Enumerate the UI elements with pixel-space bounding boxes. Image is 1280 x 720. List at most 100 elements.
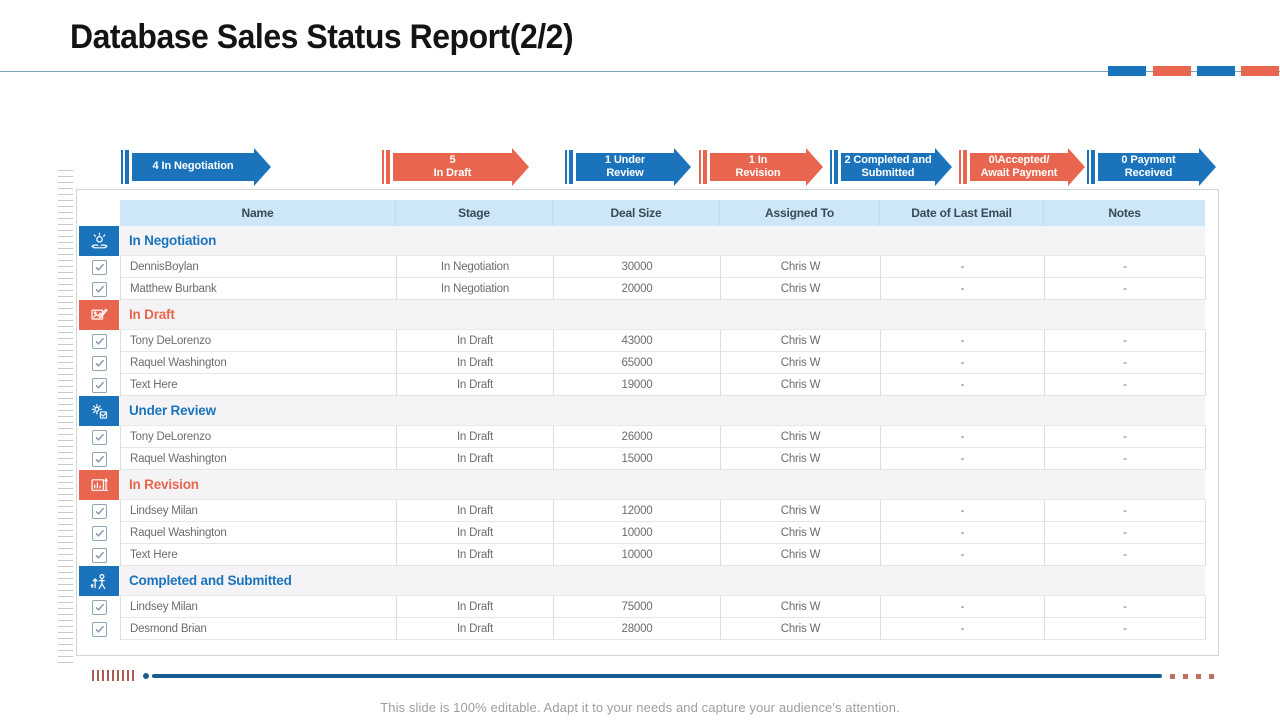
row-gutter [78, 426, 120, 448]
revision-board-icon [79, 470, 119, 500]
accent-bar [1108, 66, 1146, 76]
pipeline-stage: 4 In Negotiation [121, 148, 271, 186]
footer-dot [1209, 674, 1214, 679]
header-gutter [78, 200, 120, 226]
cell-assigned-to: Chris W [721, 544, 881, 566]
cell-notes: - [1045, 426, 1206, 448]
cell-date-of-last-email: - [881, 330, 1045, 352]
cell-notes: - [1045, 330, 1206, 352]
stage-body: 4 In Negotiation [132, 153, 254, 181]
pipeline-stage: 0\Accepted/ Await Payment [959, 148, 1085, 186]
row-cells: Lindsey Milan In Draft 12000 Chris W-- [120, 500, 1206, 522]
section-title: In Draft [129, 307, 175, 322]
checkbox-icon [91, 355, 107, 371]
table-row: Lindsey Milan In Draft 12000 Chris W-- [78, 500, 1206, 522]
row-gutter [78, 500, 120, 522]
notebook-ruling-decoration [58, 170, 73, 666]
cell-deal-size: 10000 [554, 522, 721, 544]
cell-stage: In Draft [397, 596, 554, 618]
cell-deal-size: 12000 [554, 500, 721, 522]
table-row: Raquel Washington In Draft 65000 Chris W-- [78, 352, 1206, 374]
footer-note: This slide is 100% editable. Adapt it to… [380, 700, 900, 715]
section-gutter [78, 470, 120, 500]
stage-body: 1 In Revision [710, 153, 806, 181]
stage-stripe [699, 150, 701, 184]
column-header-assigned-to: Assigned To [720, 200, 880, 226]
section-cells: In Revision [120, 470, 1205, 500]
checkbox-icon [91, 281, 107, 297]
arrow-head [674, 148, 691, 186]
cell-date-of-last-email: - [881, 426, 1045, 448]
checkbox-icon [91, 525, 107, 541]
stage-stripe [121, 150, 123, 184]
pipeline-stage: 1 In Revision [699, 148, 823, 186]
pipeline-stage: 5 In Draft [382, 148, 529, 186]
column-header-name: Name [120, 200, 396, 226]
checkbox-icon [91, 503, 107, 519]
stage-stripe [959, 150, 961, 184]
cell-notes: - [1045, 374, 1206, 396]
cell-name: Lindsey Milan [121, 500, 397, 522]
cell-assigned-to: Chris W [721, 374, 881, 396]
arrow-head [254, 148, 271, 186]
accent-bar [1153, 66, 1191, 76]
accent-bar [1197, 66, 1235, 76]
footer-dot [1170, 674, 1175, 679]
cell-date-of-last-email: - [881, 522, 1045, 544]
stage-stripe [703, 150, 707, 184]
cell-notes: - [1045, 448, 1206, 470]
table-row: Raquel Washington In Draft 10000 Chris W-- [78, 522, 1206, 544]
cell-deal-size: 19000 [554, 374, 721, 396]
cell-deal-size: 10000 [554, 544, 721, 566]
footer-dot [1183, 674, 1188, 679]
row-cells: Text Here In Draft 19000 Chris W-- [120, 374, 1206, 396]
cell-deal-size: 28000 [554, 618, 721, 640]
stage-body: 1 Under Review [576, 153, 674, 181]
cell-notes: - [1045, 618, 1206, 640]
pipeline: 4 In Negotiation 5 In Draft 1 Under Review… [0, 148, 1280, 186]
row-gutter [78, 330, 120, 352]
cell-assigned-to: Chris W [721, 522, 881, 544]
section-cells: Completed and Submitted [120, 566, 1205, 596]
completed-person-icon [79, 566, 119, 596]
section-row: Completed and Submitted [78, 566, 1205, 596]
pipeline-stage: 0 Payment Received [1087, 148, 1216, 186]
section-gutter [78, 226, 120, 256]
pipeline-stage-label: 5 In Draft [433, 153, 472, 179]
cell-assigned-to: Chris W [721, 596, 881, 618]
table-header-row: Name Stage Deal Size Assigned To Date of Las… [78, 200, 1205, 226]
row-gutter [78, 596, 120, 618]
stage-body: 5 In Draft [393, 153, 512, 181]
pipeline-stage-label: 0 Payment Received [1121, 153, 1176, 179]
row-gutter [78, 278, 120, 300]
row-cells: Raquel Washington In Draft 65000 Chris W-- [120, 352, 1206, 374]
cell-name: Raquel Washington [121, 352, 397, 374]
cell-stage: In Negotiation [397, 278, 554, 300]
row-gutter [78, 544, 120, 566]
checkbox-icon [91, 333, 107, 349]
section-title: In Negotiation [129, 233, 217, 248]
row-cells: Lindsey Milan In Draft 75000 Chris W-- [120, 596, 1206, 618]
pipeline-stage-label: 2 Completed and Submitted [844, 153, 932, 179]
cell-notes: - [1045, 352, 1206, 374]
draft-pen-icon [79, 300, 119, 330]
section-title: In Revision [129, 477, 199, 492]
cell-name: Raquel Washington [121, 448, 397, 470]
column-header-date-of-last-email: Date of Last Email [880, 200, 1044, 226]
row-cells: Matthew Burbank In Negotiation 20000 Chris … [120, 278, 1206, 300]
cell-name: Matthew Burbank [121, 278, 397, 300]
cell-date-of-last-email: - [881, 500, 1045, 522]
stage-stripe [830, 150, 832, 184]
table-row: Tony DeLorenzo In Draft 43000 Chris W-- [78, 330, 1206, 352]
column-header-notes: Notes [1044, 200, 1205, 226]
stage-stripe [1087, 150, 1089, 184]
cell-date-of-last-email: - [881, 448, 1045, 470]
cell-stage: In Draft [397, 352, 554, 374]
cell-deal-size: 15000 [554, 448, 721, 470]
stage-stripe [1091, 150, 1095, 184]
cell-date-of-last-email: - [881, 544, 1045, 566]
row-cells: Desmond Brian In Draft 28000 Chris W-- [120, 618, 1206, 640]
checkbox-icon [91, 547, 107, 563]
row-gutter [78, 618, 120, 640]
row-gutter [78, 374, 120, 396]
